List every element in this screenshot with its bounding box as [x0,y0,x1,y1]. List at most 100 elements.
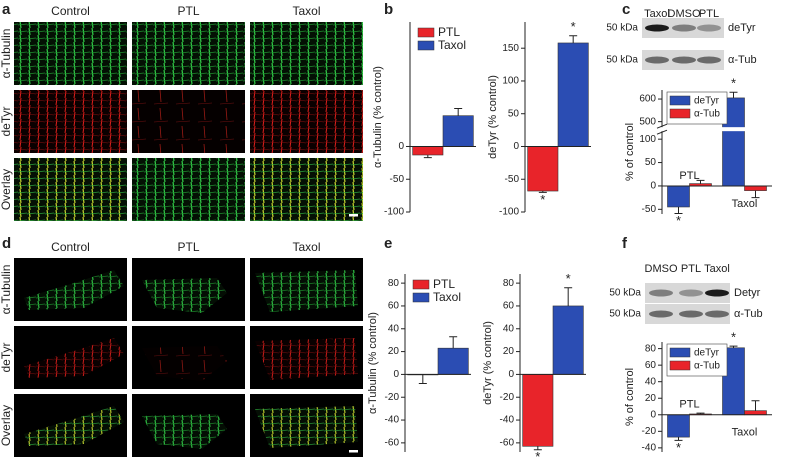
panel-label: e [384,235,392,252]
y-tick-label: -50 [505,174,520,185]
y-tick-label: -20 [385,392,400,403]
row-label: deTyr [0,342,13,372]
band [645,56,669,64]
row-label: deTyr [0,106,13,136]
band-label: Detyr [734,287,761,299]
band [697,24,721,32]
y-axis-title: α-Tubulin (% control) [372,66,384,168]
panel-label: a [2,1,11,18]
error-bar [454,107,463,116]
y-tick-label: 60 [503,301,515,312]
micrograph [132,90,245,153]
axis-break [656,129,668,135]
legend-label: PTL [433,277,455,291]
blot-strip [642,18,724,38]
y-tick-label: -50 [642,204,657,215]
error-bar [564,287,573,306]
y-axis-title: % of control [624,368,636,426]
column-label: Control [51,240,90,254]
column-label: PTL [177,240,199,254]
legend-swatch [669,347,691,358]
column-label: Control [51,4,90,18]
band [705,310,729,318]
category-label: Taxol [732,427,758,439]
scale-bar [349,214,358,217]
category-label: PTL [679,170,699,182]
band [649,289,673,297]
legend-swatch [669,108,691,119]
y-tick-label: 0 [398,141,404,152]
y-tick-label: 0 [508,369,514,380]
scale-bar [349,450,358,453]
cell [255,406,358,448]
error-bar [538,191,547,193]
micrograph [250,158,363,221]
cell [142,346,227,381]
error-bar [533,446,542,451]
bar [522,374,554,447]
bars [407,336,469,385]
error-bar [751,400,760,411]
y-tick-label: 40 [645,376,657,387]
legend-label: α-Tub [694,109,720,120]
column-label: Taxol [292,4,320,18]
error-bar [729,91,738,98]
bar [527,146,559,192]
bar [552,305,584,375]
cell [24,338,124,378]
panel-label: f [622,235,628,252]
significance: * [676,440,681,455]
lane-label: Taxol [644,8,670,20]
legend-label: deTyr [694,96,720,107]
significance: * [535,449,540,464]
chart: -60 -40 -20 0 20 40 60 80 α-Tubulin (% control) P… [367,274,471,452]
y-tick-label: 600 [639,94,656,105]
error-bar [751,190,760,199]
bar [667,414,690,438]
y-axis-title: α-Tubulin (% control) [367,312,379,414]
y-tick-label: 40 [503,323,515,334]
band [649,310,673,318]
cell [142,414,227,449]
cell [142,278,227,313]
blot-strip [645,283,730,303]
bars: ** [667,330,767,455]
cell [24,270,124,310]
y-tick-label: -50 [390,174,405,185]
y-tick-label: 100 [639,134,656,145]
y-tick-label: 0 [393,369,399,380]
significance: * [731,330,736,345]
y-tick-label: -60 [500,438,515,449]
bars [412,107,474,159]
axis-break-gap [656,127,772,132]
marker-label: 50 kDa [606,55,638,66]
legend-label: Taxol [433,290,461,304]
error-bar [674,206,683,215]
y-tick-label: 100 [502,76,519,87]
marker-label: 50 kDa [606,23,638,34]
band-label: deTyr [728,22,756,34]
micrograph [14,90,127,153]
band-label: α-Tub [728,54,757,66]
error-bar [696,412,705,414]
y-tick-label: 40 [388,323,400,334]
micrograph [132,22,245,85]
y-axis-title: % of control [624,123,636,181]
bar [667,185,690,208]
y-tick-label: -100 [499,207,519,218]
y-tick-label: -20 [642,426,657,437]
category-label: PTL [679,399,699,411]
legend-swatch [417,40,435,51]
bars: ** [667,76,767,228]
y-tick-label: 20 [645,393,657,404]
marker-label: 50 kDa [609,288,641,299]
panel-label: b [384,1,393,18]
y-tick-label: -40 [500,415,515,426]
lane-label: DMSO [645,263,678,275]
y-axis-title: deTyr (% control) [487,75,499,159]
legend-swatch [417,27,435,38]
band [645,24,669,32]
